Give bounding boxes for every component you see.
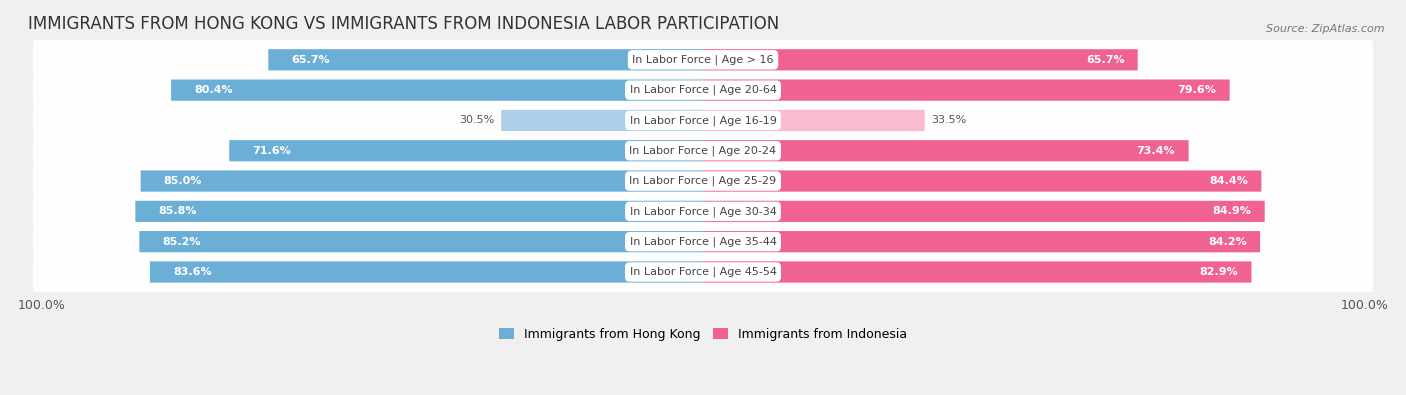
FancyBboxPatch shape bbox=[172, 79, 703, 101]
FancyBboxPatch shape bbox=[703, 261, 1251, 282]
Text: Source: ZipAtlas.com: Source: ZipAtlas.com bbox=[1267, 24, 1385, 34]
FancyBboxPatch shape bbox=[703, 171, 1261, 192]
Text: 85.2%: 85.2% bbox=[163, 237, 201, 246]
FancyBboxPatch shape bbox=[269, 49, 703, 70]
Text: In Labor Force | Age 45-54: In Labor Force | Age 45-54 bbox=[630, 267, 776, 277]
Legend: Immigrants from Hong Kong, Immigrants from Indonesia: Immigrants from Hong Kong, Immigrants fr… bbox=[499, 328, 907, 341]
Text: 84.2%: 84.2% bbox=[1208, 237, 1247, 246]
Text: 83.6%: 83.6% bbox=[173, 267, 212, 277]
Text: 30.5%: 30.5% bbox=[460, 115, 495, 126]
Text: 84.4%: 84.4% bbox=[1209, 176, 1249, 186]
FancyBboxPatch shape bbox=[703, 140, 1188, 161]
FancyBboxPatch shape bbox=[141, 171, 703, 192]
Text: 85.0%: 85.0% bbox=[165, 176, 202, 186]
Text: In Labor Force | Age 25-29: In Labor Force | Age 25-29 bbox=[630, 176, 776, 186]
FancyBboxPatch shape bbox=[32, 39, 1374, 81]
FancyBboxPatch shape bbox=[229, 140, 703, 161]
FancyBboxPatch shape bbox=[139, 231, 703, 252]
FancyBboxPatch shape bbox=[32, 69, 1374, 111]
Text: 73.4%: 73.4% bbox=[1136, 146, 1175, 156]
Text: In Labor Force | Age 35-44: In Labor Force | Age 35-44 bbox=[630, 237, 776, 247]
Text: 33.5%: 33.5% bbox=[931, 115, 966, 126]
FancyBboxPatch shape bbox=[703, 49, 1137, 70]
Text: 80.4%: 80.4% bbox=[194, 85, 233, 95]
FancyBboxPatch shape bbox=[703, 79, 1230, 101]
Text: IMMIGRANTS FROM HONG KONG VS IMMIGRANTS FROM INDONESIA LABOR PARTICIPATION: IMMIGRANTS FROM HONG KONG VS IMMIGRANTS … bbox=[28, 15, 779, 33]
FancyBboxPatch shape bbox=[135, 201, 703, 222]
FancyBboxPatch shape bbox=[32, 100, 1374, 141]
FancyBboxPatch shape bbox=[32, 190, 1374, 232]
Text: 85.8%: 85.8% bbox=[159, 206, 197, 216]
FancyBboxPatch shape bbox=[32, 160, 1374, 202]
Text: In Labor Force | Age 16-19: In Labor Force | Age 16-19 bbox=[630, 115, 776, 126]
FancyBboxPatch shape bbox=[703, 110, 925, 131]
Text: 65.7%: 65.7% bbox=[291, 55, 330, 65]
FancyBboxPatch shape bbox=[32, 130, 1374, 172]
Text: 79.6%: 79.6% bbox=[1177, 85, 1216, 95]
Text: In Labor Force | Age > 16: In Labor Force | Age > 16 bbox=[633, 55, 773, 65]
Text: 71.6%: 71.6% bbox=[253, 146, 291, 156]
Text: In Labor Force | Age 20-64: In Labor Force | Age 20-64 bbox=[630, 85, 776, 95]
FancyBboxPatch shape bbox=[32, 251, 1374, 293]
FancyBboxPatch shape bbox=[32, 221, 1374, 263]
Text: In Labor Force | Age 30-34: In Labor Force | Age 30-34 bbox=[630, 206, 776, 216]
Text: 82.9%: 82.9% bbox=[1199, 267, 1239, 277]
FancyBboxPatch shape bbox=[150, 261, 703, 282]
Text: 65.7%: 65.7% bbox=[1085, 55, 1125, 65]
FancyBboxPatch shape bbox=[703, 201, 1264, 222]
FancyBboxPatch shape bbox=[703, 231, 1260, 252]
Text: In Labor Force | Age 20-24: In Labor Force | Age 20-24 bbox=[630, 145, 776, 156]
FancyBboxPatch shape bbox=[501, 110, 703, 131]
Text: 84.9%: 84.9% bbox=[1212, 206, 1251, 216]
